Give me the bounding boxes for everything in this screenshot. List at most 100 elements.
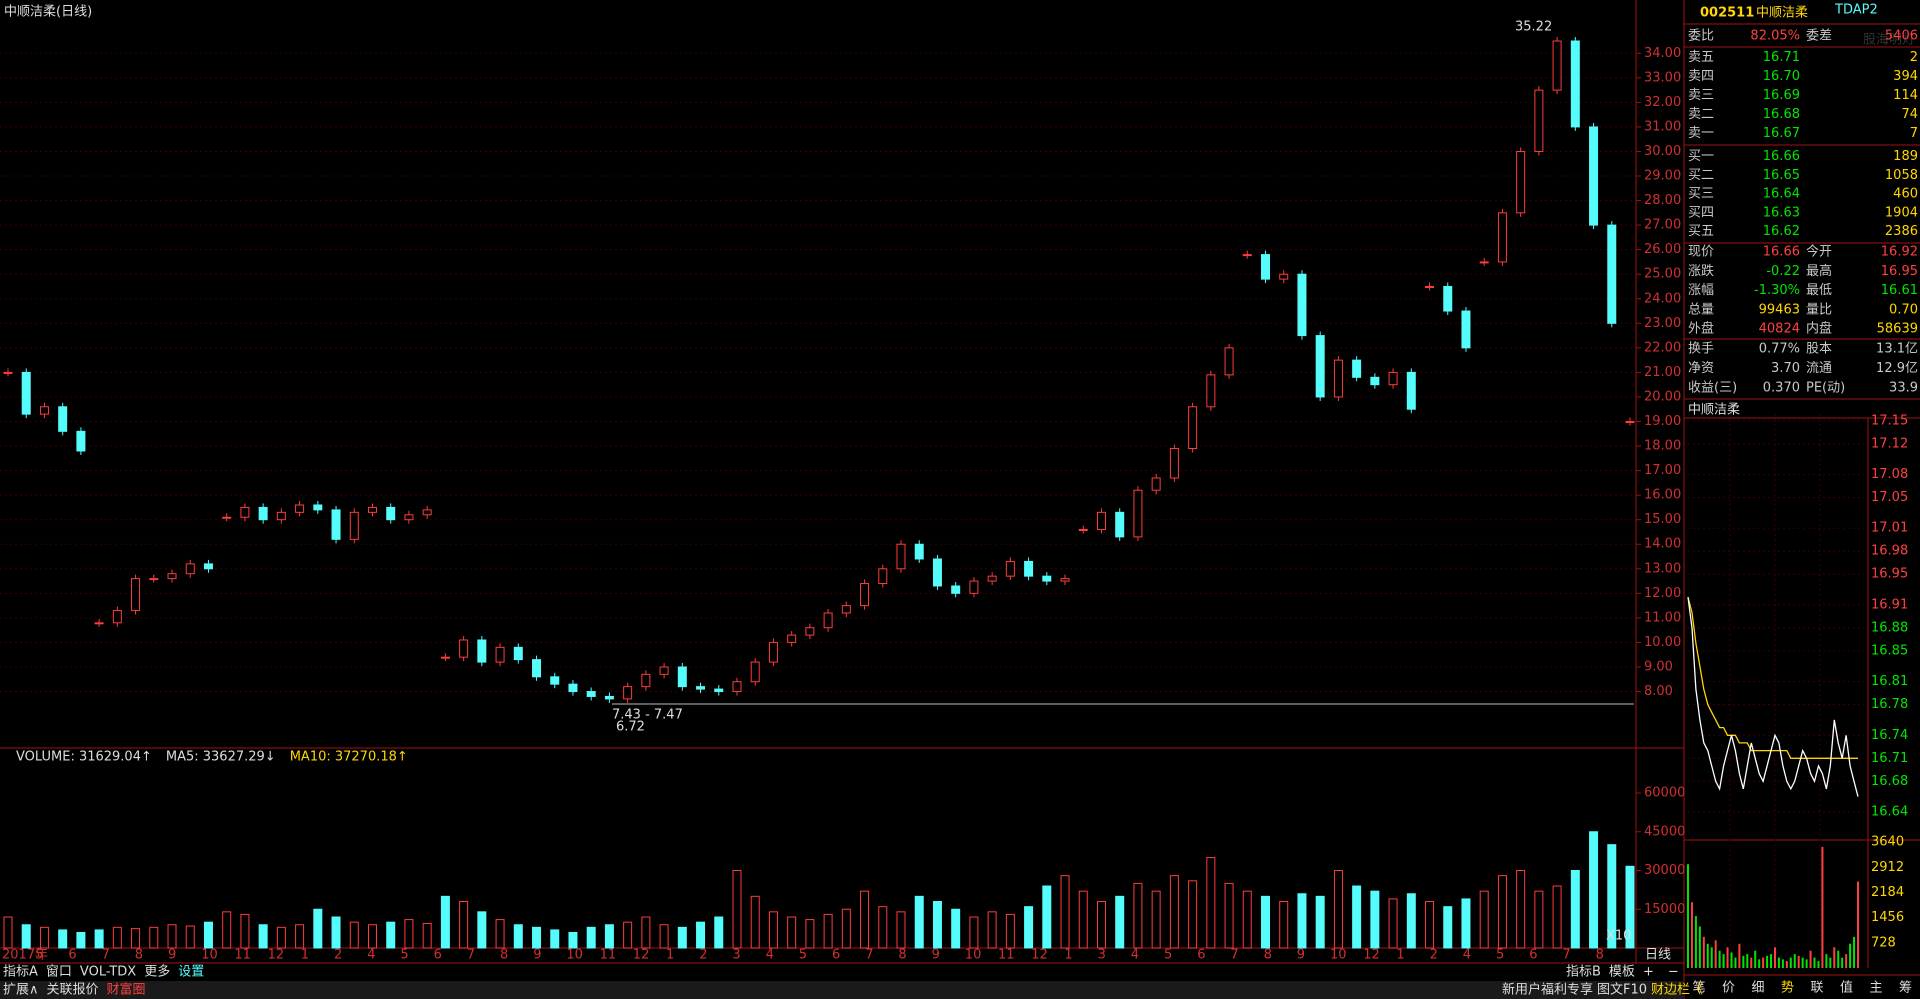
tool-button[interactable]: 模板 <box>1609 965 1635 980</box>
quote-cell: 买二 <box>1688 168 1714 183</box>
volume-bar <box>331 916 341 949</box>
y-tick-label: 15000 <box>1644 902 1685 917</box>
link[interactable]: 财边栏《 <box>1651 983 1703 998</box>
bottom-tab[interactable]: 关联报价 <box>47 983 99 998</box>
volume-bar <box>860 890 870 949</box>
y-tick-label: 1456 <box>1871 910 1904 925</box>
quote-cell: 今开 <box>1806 244 1832 260</box>
quote-cell: 最高 <box>1806 263 1832 279</box>
volume-bar <box>3 916 13 949</box>
tool-button[interactable]: − <box>1668 965 1679 980</box>
x-tick-label: 7 <box>1562 948 1570 963</box>
quote-cell: 16.92 <box>1881 245 1918 260</box>
candle <box>787 634 797 643</box>
quote-cell: 0.370 <box>1763 381 1800 396</box>
bottom-tab[interactable]: 财富圈 <box>107 982 146 998</box>
link[interactable]: 新用户福利专享 <box>1502 982 1593 998</box>
volume-bar <box>787 916 797 949</box>
x-tick-label: 4 <box>766 948 774 963</box>
tab[interactable]: 价 <box>1722 981 1735 996</box>
x-tick-label: 9 <box>533 948 541 963</box>
tab[interactable]: 联 <box>1810 981 1823 996</box>
tool-button[interactable]: + <box>1643 965 1654 980</box>
x-tick-label: 5 <box>799 948 807 963</box>
quote-cell: 16.67 <box>1763 126 1800 141</box>
quote-cell: 460 <box>1893 187 1918 202</box>
tool-tab[interactable]: VOL-TDX <box>80 965 136 980</box>
volume-bar <box>222 911 232 949</box>
tool-tab[interactable]: 指标A <box>3 965 38 980</box>
volume-bar <box>276 926 286 949</box>
period[interactable]: 日线 <box>1645 948 1671 963</box>
y-tick-label: 34.00 <box>1644 46 1681 61</box>
link[interactable]: 图文F10 <box>1597 983 1647 998</box>
average-line <box>1687 597 1858 759</box>
price-line <box>1687 597 1859 797</box>
volume-bar <box>39 926 49 949</box>
volume-bar <box>203 921 213 949</box>
tab[interactable]: 笔 <box>1692 980 1705 996</box>
tab[interactable]: 值 <box>1840 980 1853 996</box>
candle <box>914 543 924 560</box>
y-tick-label: 30000 <box>1644 863 1685 878</box>
tool-tab[interactable]: 设置 <box>178 965 204 980</box>
quote-cell: 1904 <box>1885 205 1918 220</box>
volume-bar <box>386 921 396 949</box>
tab[interactable]: 势 <box>1781 980 1794 996</box>
candle <box>1078 529 1088 532</box>
volume-bar <box>1261 895 1271 949</box>
candle <box>732 681 742 693</box>
volume-bar <box>513 924 523 949</box>
candle <box>1570 40 1580 128</box>
volume-bar <box>896 911 906 949</box>
x-tick-label: 11 <box>234 948 251 963</box>
volume-legend: MA5: 33627.29↓ <box>166 750 276 765</box>
tool-tab[interactable]: 窗口 <box>46 964 72 980</box>
tool-button[interactable]: 指标B <box>1566 965 1601 980</box>
x-tick-label: 10 <box>201 948 218 963</box>
candle <box>76 430 86 452</box>
x-tick-label: 6 <box>832 948 840 963</box>
y-tick-label: 12.00 <box>1644 586 1681 601</box>
quote-cell: 涨跌 <box>1688 263 1714 279</box>
y-tick-label: 28.00 <box>1644 193 1681 208</box>
tool-tab[interactable]: 更多 <box>144 964 170 980</box>
candle <box>696 686 706 690</box>
volume-bar <box>1078 890 1088 949</box>
y-tick-label: 23.00 <box>1644 316 1681 331</box>
volume-bar <box>1151 890 1161 949</box>
y-tick-label: 16.74 <box>1871 728 1908 743</box>
quote-cell: 0.70 <box>1889 302 1918 317</box>
tab[interactable]: 筹 <box>1899 980 1912 996</box>
volume-bar <box>313 908 323 949</box>
bottom-tab[interactable]: 扩展∧ <box>3 983 39 998</box>
y-tick-label: 19.00 <box>1644 414 1681 429</box>
x-tick-label: 12 <box>1363 948 1380 963</box>
tab[interactable]: 细 <box>1751 981 1764 996</box>
volume-bar <box>1224 882 1234 949</box>
y-tick-label: 17.05 <box>1871 490 1908 505</box>
quote-cell: 3.70 <box>1771 361 1800 376</box>
x-tick-label: 1 <box>1396 948 1404 963</box>
volume-bar <box>1206 857 1216 949</box>
candle <box>367 506 377 513</box>
volume-bar <box>696 921 706 949</box>
y-tick-label: 17.12 <box>1871 436 1908 451</box>
volume-bar <box>349 921 359 949</box>
y-tick-label: 31.00 <box>1644 119 1681 134</box>
candle <box>1497 212 1507 263</box>
candle <box>1461 310 1471 349</box>
volume-bar <box>1096 901 1106 949</box>
y-tick-label: 16.78 <box>1871 697 1908 712</box>
tab[interactable]: 主 <box>1869 981 1882 996</box>
x-tick-label: 3 <box>1098 948 1106 963</box>
quote-cell: 33.9 <box>1889 381 1918 396</box>
candle <box>404 514 414 521</box>
candle <box>1443 285 1453 312</box>
x-tick-label: 1 <box>666 948 674 963</box>
candle <box>495 646 505 663</box>
y-tick-label: 2912 <box>1871 860 1904 875</box>
volume-bar <box>1406 893 1416 949</box>
candle <box>1224 347 1234 376</box>
volume-bar <box>422 922 432 949</box>
